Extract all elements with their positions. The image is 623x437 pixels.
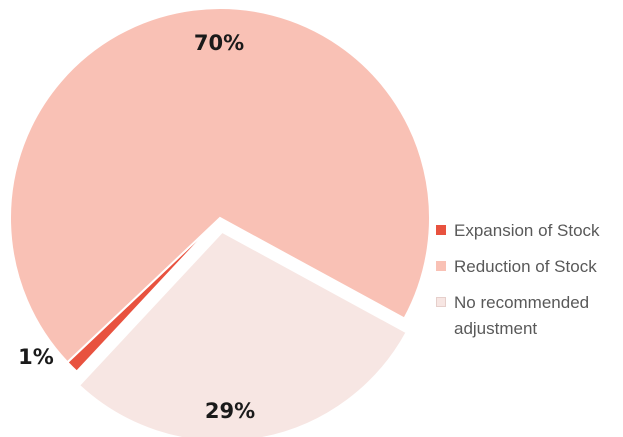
legend-label-expansion: Expansion of Stock bbox=[454, 221, 600, 240]
pie-chart: 1% 70% 29% bbox=[9, 7, 431, 437]
legend-item-reduction: Reduction of Stock bbox=[436, 254, 621, 280]
legend-swatch-expansion bbox=[436, 225, 446, 235]
chart-legend: Expansion of Stock Reduction of Stock No… bbox=[436, 218, 621, 352]
legend-item-no-adjustment: No recommended adjustment bbox=[436, 290, 621, 342]
legend-label-reduction: Reduction of Stock bbox=[454, 257, 597, 276]
slice-no-adjustment bbox=[77, 230, 408, 437]
slice-label-no-adjustment: 29% bbox=[205, 399, 255, 423]
legend-swatch-reduction bbox=[436, 261, 446, 271]
legend-label-no-adjustment: No recommended adjustment bbox=[454, 293, 590, 338]
slice-reduction bbox=[9, 7, 431, 364]
legend-swatch-no-adjustment bbox=[436, 297, 446, 307]
legend-item-expansion: Expansion of Stock bbox=[436, 218, 621, 244]
slice-label-reduction: 70% bbox=[194, 31, 244, 55]
slice-label-expansion: 1% bbox=[18, 345, 54, 369]
